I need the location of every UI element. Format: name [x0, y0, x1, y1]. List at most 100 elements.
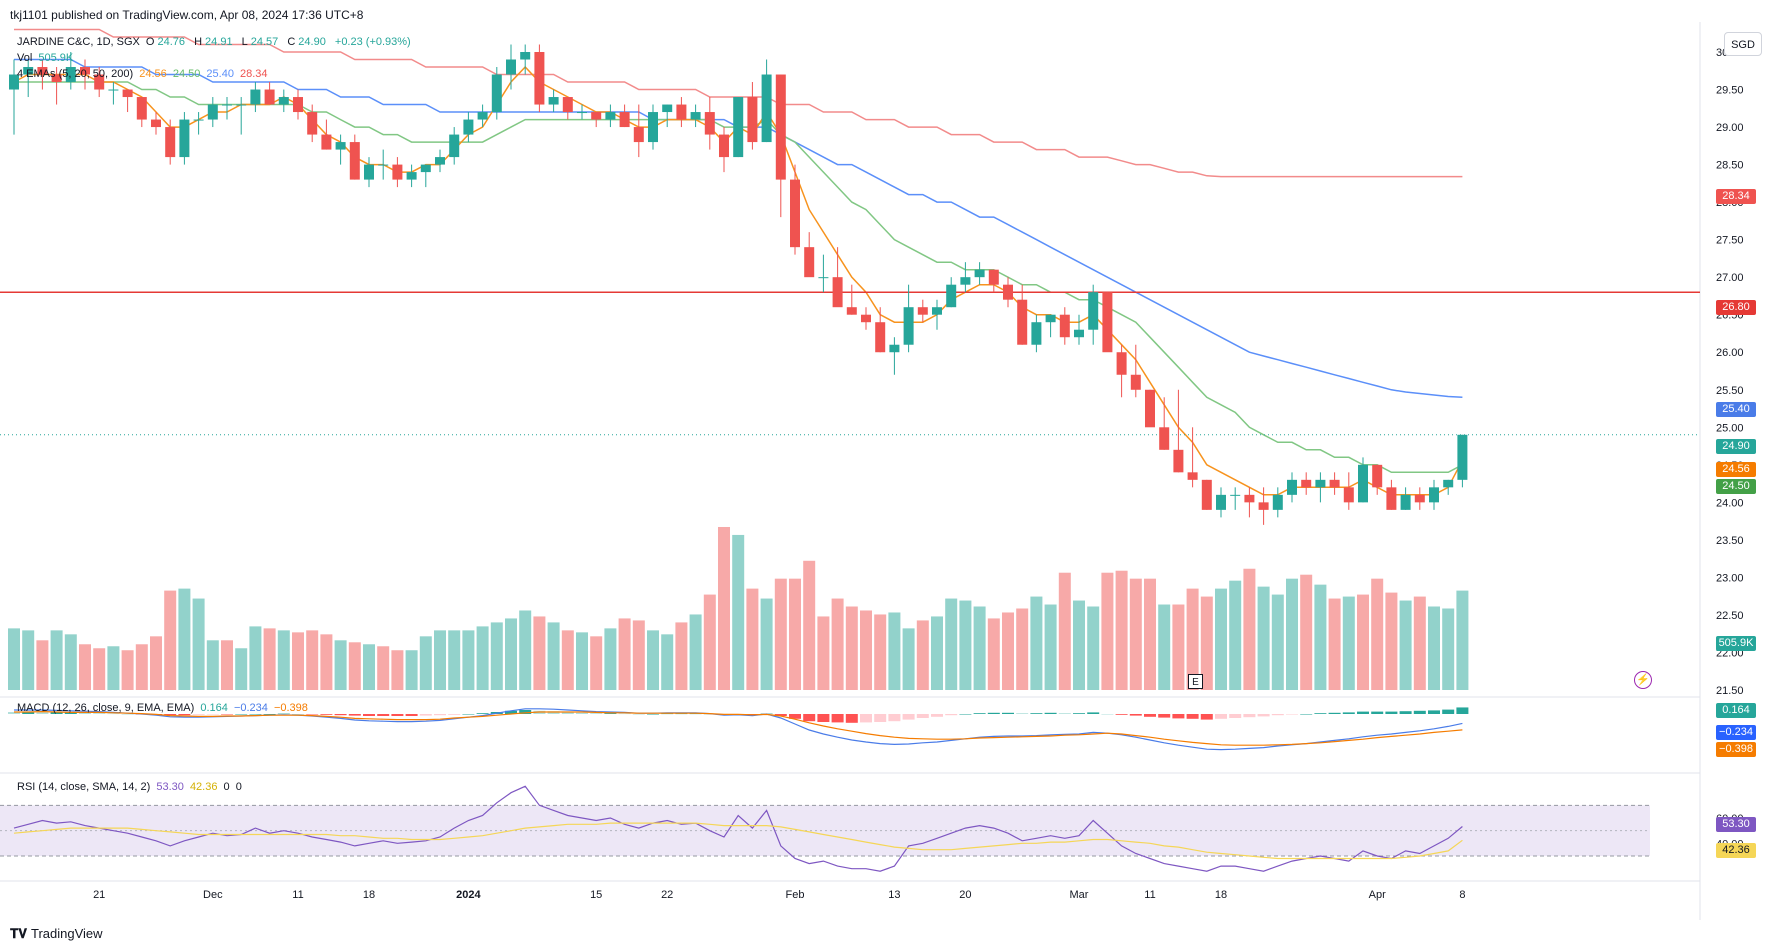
volume-bar	[164, 590, 177, 690]
volume-legend[interactable]: Vol 505.9K	[17, 52, 76, 64]
macd-legend[interactable]: MACD (12, 26, close, 9, EMA, EMA) 0.164 …	[17, 702, 311, 714]
price-axis-label: 27.50	[1716, 235, 1744, 247]
ohlc-high: H 24.91	[194, 36, 235, 48]
candle-body	[917, 307, 928, 315]
candle-body	[1272, 494, 1283, 510]
macd-histogram-bar	[1200, 714, 1213, 720]
candle-body	[435, 157, 445, 165]
candle-body	[37, 67, 48, 75]
volume-bar	[490, 622, 503, 690]
time-axis-label: 15	[590, 889, 602, 901]
candle-body	[1258, 502, 1269, 510]
macd-histogram-bar	[419, 714, 432, 716]
rsi-legend[interactable]: RSI (14, close, SMA, 14, 2) 53.30 42.36 …	[17, 781, 245, 793]
time-axis[interactable]: 21 Dec 11 18 2024 15 22 Feb 13 20 Mar 11 18 Apr 8	[93, 889, 1465, 901]
candle-body	[449, 134, 460, 158]
volume-bar	[1385, 592, 1398, 690]
candle-body	[364, 164, 374, 180]
macd-histogram-bar	[845, 714, 858, 723]
volume-bar	[803, 560, 816, 690]
candle-body	[378, 164, 389, 166]
volume-bar	[121, 650, 134, 690]
macd-histogram-bar	[1257, 714, 1270, 717]
macd-histogram-bar	[803, 714, 816, 722]
macd-histogram-bar	[249, 714, 262, 715]
macd-histogram-bar	[277, 713, 290, 715]
candle-body	[733, 97, 744, 158]
candle-body	[577, 112, 587, 114]
volume-bar	[50, 630, 63, 690]
signal-line	[14, 710, 1463, 746]
lightning-icon[interactable]: ⚡	[1634, 671, 1652, 689]
macd-histogram-bar	[79, 712, 91, 714]
symbol-legend[interactable]: JARDINE C&C, 1D, SGX O 24.76 H 24.91 L 24.5…	[17, 36, 414, 48]
macd-histogram-bar	[1186, 714, 1199, 719]
candle-body	[1358, 464, 1368, 503]
volume-bar	[249, 626, 262, 690]
price-axis-label: 26.00	[1716, 347, 1744, 359]
candle-body	[80, 67, 90, 75]
time-axis-label: 18	[363, 889, 375, 901]
time-axis-label: Mar	[1070, 889, 1089, 901]
volume-bar	[178, 588, 191, 690]
volume-bar	[334, 640, 347, 690]
macd-histogram-bar	[774, 714, 787, 716]
footer-logo[interactable]: 𝐓𝐕 TradingView	[10, 926, 103, 942]
ema20-price-tag: 24.50	[1716, 479, 1756, 494]
volume-bar	[22, 630, 35, 690]
volume-bar	[1314, 584, 1327, 690]
currency-button[interactable]: SGD	[1724, 32, 1762, 56]
volume-bar	[618, 618, 631, 690]
macd-histogram-bar	[689, 713, 702, 715]
candle-body	[832, 277, 843, 308]
macd-histogram-bar	[221, 714, 233, 715]
ema-legend[interactable]: 4 EMAs (5, 20, 50, 200) 24.56 24.50 25.4…	[17, 68, 271, 80]
volume-bar	[1257, 586, 1270, 690]
candle-body	[1145, 389, 1155, 428]
macd-histogram-bar	[121, 714, 134, 715]
volume-bar	[533, 616, 546, 690]
open-value: 24.76	[157, 36, 186, 48]
macd-histogram-bar	[434, 714, 446, 716]
volume-bar	[1200, 596, 1213, 690]
macd-histogram-bar	[1413, 710, 1426, 714]
hline-price-tag: 26.80	[1716, 300, 1756, 315]
ema50-price-tag: 25.40	[1716, 402, 1756, 417]
candle-body	[1173, 449, 1184, 473]
volume-bar	[1342, 596, 1355, 690]
volume-bar	[1087, 606, 1100, 690]
candle-body	[1457, 434, 1468, 480]
candle-body	[1230, 494, 1241, 496]
macd-histogram-bar	[1101, 714, 1114, 715]
volume-bar	[1328, 598, 1341, 690]
volume-bar	[320, 634, 333, 690]
candle-body	[1216, 494, 1226, 510]
volume-bar	[150, 636, 162, 690]
earnings-badge[interactable]: E	[1188, 674, 1203, 689]
macd-histogram-bar	[1371, 711, 1384, 714]
volume-bar	[8, 628, 20, 690]
volume-bar	[263, 628, 276, 690]
ohlc-open: O 24.76	[146, 36, 188, 48]
volume-bar	[277, 630, 290, 690]
candle-body	[804, 247, 815, 278]
volume-bar	[1158, 604, 1171, 690]
macd-histogram-bar	[1314, 713, 1327, 714]
candle-body	[1102, 292, 1113, 353]
volume-bar	[221, 640, 233, 690]
volume-bar	[561, 630, 574, 690]
low-label: L	[241, 36, 248, 48]
volume-bar	[1243, 568, 1256, 690]
volume-bar	[448, 630, 461, 690]
volume-bar	[1271, 594, 1284, 690]
time-axis-label: 21	[93, 889, 105, 901]
horizontal-line-26-80[interactable]	[0, 291, 1700, 436]
candle-body	[818, 277, 829, 279]
time-axis-label: 20	[959, 889, 971, 901]
candle-body	[775, 74, 786, 180]
macd-hist-value: 0.164	[200, 702, 228, 714]
price-axis-label: 27.00	[1716, 272, 1744, 284]
candle-body	[1059, 314, 1070, 338]
macd-histogram-bar	[448, 714, 461, 715]
